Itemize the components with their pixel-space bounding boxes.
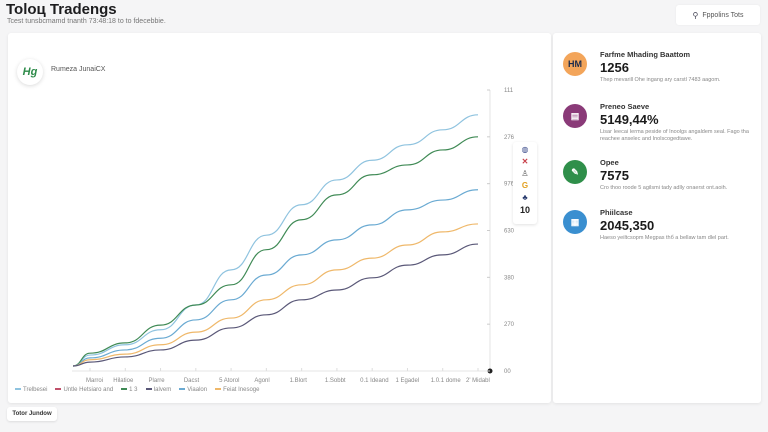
x-tick-label: 1.0.1 dome — [431, 378, 462, 384]
x-tick-label: 1.Sobbt — [325, 378, 346, 384]
legend-swatch — [179, 388, 186, 391]
legend-item[interactable]: Trelbesei — [15, 387, 47, 393]
x-tick-label: 2' Midabl — [466, 378, 490, 384]
x-tick-label: Plarre — [149, 378, 166, 384]
stat-value: 7575 — [600, 168, 629, 183]
stat-label: Opee — [600, 158, 619, 167]
stat-description: Thep mevarill Ohe ingang ary carstl 7483… — [600, 77, 721, 83]
chart-icon-toolbar: ◍ ✕ ♙ G ♣ 10 — [513, 142, 537, 224]
stat-item: ▦ Phiilcase 2045,350 Haeso yeiltcsopm Me… — [563, 208, 758, 248]
legend-label: Trelbesei — [23, 387, 48, 393]
x-tick-label: 1.Blort — [290, 378, 308, 384]
close-icon[interactable]: ✕ — [521, 157, 529, 166]
club-icon[interactable]: ♣ — [522, 193, 528, 202]
legend-swatch — [15, 388, 21, 391]
legend-item[interactable]: Ialvem — [145, 387, 172, 393]
x-tick-label: 0.1 Ideand — [360, 378, 388, 384]
series-line — [72, 114, 479, 367]
stat-description: Haeso yeiltcsopm Megpas thб a bellaw tam… — [600, 235, 729, 241]
legend-item[interactable]: 1 3 — [121, 387, 138, 393]
stat-item: HM Farfme Mhading Baattom 1256 Thep meva… — [563, 50, 758, 90]
x-tick-label: Marroi — [86, 378, 103, 384]
brand-logo: Hg — [17, 59, 43, 85]
legend-swatch — [145, 388, 152, 391]
stat-value: 2045,350 — [600, 218, 655, 233]
series-line — [72, 136, 479, 367]
bottom-button[interactable]: Totor Jundow — [7, 407, 57, 421]
chart-card — [8, 33, 551, 403]
stat-item: ▤ Preneo Saeve 5149,44% Lisar Ieecai Ier… — [563, 102, 758, 142]
page-subtitle: Tcest tunsbcmamd tnanth 73:48:18 to to f… — [7, 18, 166, 25]
legend-swatch — [55, 388, 62, 391]
top-button-label: Fppolins Tots — [702, 11, 744, 19]
globe-icon[interactable]: ◍ — [521, 145, 529, 154]
x-tick-label: 5 Atorol — [219, 378, 239, 384]
g-icon[interactable]: G — [521, 181, 529, 190]
y-tick-label: 270 — [504, 322, 515, 328]
stat-label: Preneo Saeve — [600, 102, 650, 111]
y-tick-label: 976 — [504, 182, 515, 188]
legend-label: Untle Hetsiaro and — [63, 387, 114, 393]
stats-card — [553, 33, 761, 403]
presentation-icon: ▤ — [563, 104, 587, 128]
x-tick-label: Dacst — [184, 378, 200, 384]
y-tick-label: 380 — [504, 275, 515, 281]
badge-icon: HM — [563, 52, 587, 76]
stat-value: 5149,44% — [600, 112, 659, 127]
x-tick-label: 1 Egadel — [395, 378, 419, 384]
y-tick-label: 630 — [504, 229, 515, 235]
x-tick-label: Agonl — [254, 378, 269, 384]
top-right-button[interactable]: ⚲ Fppolins Tots — [676, 5, 760, 25]
legend-label: Feiat Inesoge — [223, 387, 260, 393]
stamp-icon[interactable]: ♙ — [521, 169, 529, 178]
icon-count: 10 — [519, 205, 530, 215]
plant-icon: ✎ — [563, 160, 587, 184]
legend-swatch — [215, 388, 222, 391]
legend-label: 1 3 — [129, 387, 138, 393]
y-tick-label: 111 — [504, 88, 514, 94]
stat-label: Farfme Mhading Baattom — [600, 50, 691, 59]
brand-label: Rumeza JunaiCX — [51, 66, 106, 73]
card-icon: ▦ — [563, 210, 587, 234]
stat-description: Cro thoo roode 5 agilsmi tady adlly onae… — [600, 185, 728, 191]
x-tick-label: Hilatioe — [113, 378, 134, 384]
chart-legend: Trelbesei Untle Hetsiaro and 1 3 Ialvem Viaa… — [15, 387, 259, 393]
legend-swatch — [121, 388, 128, 391]
legend-item[interactable]: Feiat Inesoge — [215, 387, 259, 393]
stat-value: 1256 — [600, 60, 629, 75]
page-title: Toloц Tradengs — [6, 1, 117, 18]
legend-label: Viaalon — [187, 387, 208, 393]
legend-item[interactable]: Untle Hetsiaro and — [55, 387, 113, 393]
series-line — [72, 189, 479, 367]
stat-label: Phiilcase — [600, 208, 633, 217]
legend-item[interactable]: Viaalon — [179, 387, 207, 393]
stat-item: ✎ Opee 7575 Cro thoo roode 5 agilsmi tad… — [563, 158, 758, 198]
pin-icon: ⚲ — [692, 10, 699, 20]
series-line — [72, 223, 479, 367]
series-line — [72, 243, 479, 367]
legend-label: Ialvem — [153, 387, 172, 393]
y-tick-label: 00 — [504, 369, 511, 375]
y-tick-label: 276 — [504, 135, 515, 141]
stat-description: Lisar Ieecai Ierma peside of Inoolgs ang… — [600, 129, 749, 142]
